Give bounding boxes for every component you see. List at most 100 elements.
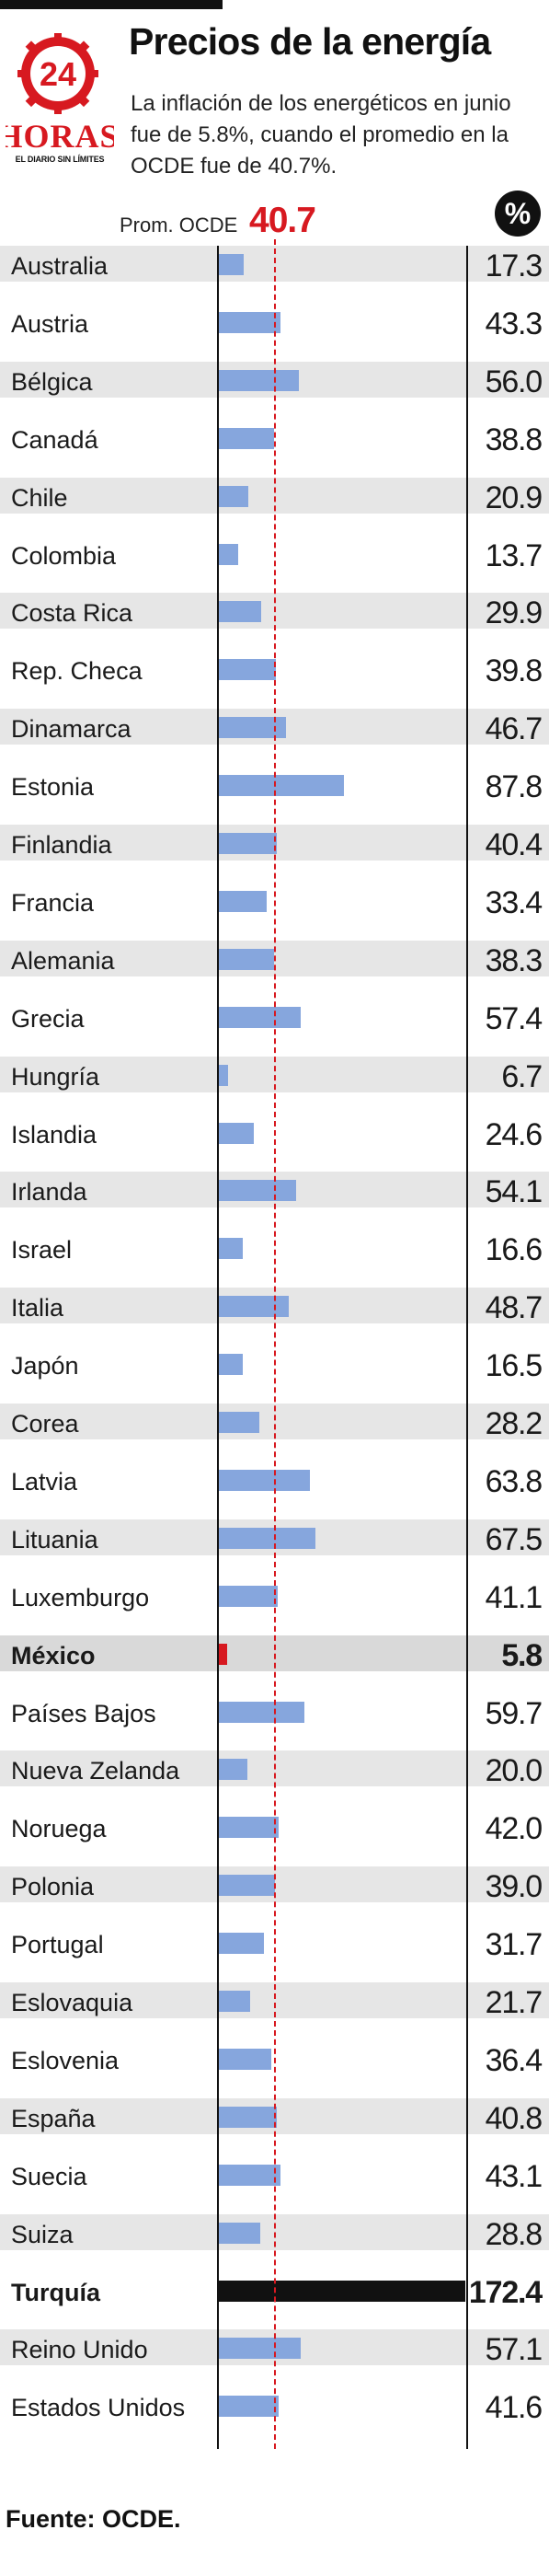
row-country-label: Turquía [11, 2278, 100, 2306]
row-country-label: Polonia [11, 1873, 95, 1901]
table-row: Austria 43.3 [0, 304, 549, 341]
bar-mark [219, 659, 276, 681]
bar-mark [219, 427, 275, 449]
logo-word: HORAS [6, 118, 114, 155]
row-country-label: Países Bajos [11, 1699, 156, 1727]
bar-mark [219, 543, 239, 565]
row-country-label: Hungría [11, 1062, 100, 1091]
row-country-label: Suecia [11, 2162, 87, 2190]
bar-mark [219, 833, 277, 854]
table-row: Grecia 57.4 [0, 999, 549, 1036]
table-row: Eslovenia 36.4 [0, 2040, 549, 2078]
row-value-label: 40.8 [485, 2100, 543, 2136]
table-row: Rep. Checa 39.8 [0, 651, 549, 689]
row-country-label: España [11, 2104, 96, 2132]
row-value-label: 13.7 [485, 537, 543, 573]
row-value-label: 20.0 [485, 1753, 543, 1789]
logo-24-horas: 24 HORAS EL DIARIO SIN LÍMITES [6, 33, 114, 173]
row-value-label: 33.4 [485, 884, 543, 920]
row-country-label: Lituania [11, 1525, 98, 1554]
bar-mark [219, 1469, 311, 1491]
row-country-label: México [11, 1641, 96, 1669]
row-country-label: Grecia [11, 1004, 85, 1033]
bar-mark [219, 1006, 302, 1028]
table-row: Japón 16.5 [0, 1346, 549, 1384]
row-country-label: Reino Unido [11, 2336, 148, 2364]
bar-mark [219, 2396, 279, 2418]
row-country-label: Noruega [11, 1815, 107, 1843]
bar-mark [219, 2048, 271, 2070]
page-subtitle: La inflación de los energéticos en junio… [131, 91, 511, 179]
row-value-label: 17.3 [485, 248, 543, 283]
logo-gear-inner [30, 46, 86, 101]
logo-emblem: 24 HORAS [6, 33, 114, 155]
page-title: Precios de la energía [129, 20, 491, 63]
row-country-label: Corea [11, 1410, 79, 1438]
row-country-label: Italia [11, 1294, 64, 1323]
table-row: Colombia 13.7 [0, 536, 549, 573]
row-country-label: Latvia [11, 1467, 78, 1496]
row-value-label: 16.6 [485, 1232, 543, 1268]
row-value-label: 54.1 [485, 1174, 543, 1210]
bar-mark [219, 1817, 280, 1839]
bar-mark [219, 717, 286, 739]
row-country-label: Eslovaquia [11, 1989, 133, 2016]
bar-mark [219, 890, 267, 912]
row-value-label: 28.2 [485, 1406, 543, 1441]
bar-mark [219, 1759, 248, 1781]
top-rule [0, 0, 223, 9]
average-reference-line [274, 239, 276, 2449]
row-country-label: Colombia [11, 541, 117, 570]
table-row: Luxemburgo 41.1 [0, 1577, 549, 1615]
row-value-label: 48.7 [485, 1290, 543, 1326]
bar-mark [219, 775, 345, 797]
row-country-label: Bélgica [11, 367, 93, 396]
row-country-label: Eslovenia [11, 2046, 120, 2074]
chart-axis-right [466, 246, 468, 2449]
bar-mark [219, 1585, 278, 1607]
bar-mark [219, 2164, 280, 2186]
row-value-label: 41.6 [485, 2390, 543, 2426]
row-value-label: 59.7 [485, 1695, 543, 1731]
bar-mark [219, 1991, 250, 2012]
row-value-label: 29.9 [485, 595, 543, 631]
source-note: Fuente: OCDE. [6, 2505, 181, 2533]
row-value-label: 39.8 [485, 653, 543, 689]
row-value-label: 87.8 [485, 769, 543, 805]
bar-mark [219, 2338, 301, 2360]
row-country-label: Canadá [11, 425, 98, 454]
row-value-label: 16.5 [485, 1348, 543, 1384]
row-value-label: 56.0 [485, 364, 543, 399]
table-row: Turquía 172.4 [0, 2272, 549, 2310]
bar-mark [219, 948, 274, 970]
row-value-label: 31.7 [485, 1927, 543, 1963]
bar-mark [219, 1296, 289, 1318]
row-value-label: 5.8 [501, 1637, 543, 1673]
bar-mark [219, 1527, 315, 1549]
row-country-label: Austria [11, 309, 89, 338]
row-country-label: Chile [11, 483, 68, 512]
row-country-label: Australia [11, 252, 109, 280]
row-value-label: 42.0 [485, 1811, 543, 1847]
table-row: Israel 16.6 [0, 1230, 549, 1268]
table-row: Francia 33.4 [0, 883, 549, 920]
row-value-label: 39.0 [485, 1869, 543, 1905]
row-country-label: Alemania [11, 946, 115, 975]
average-value: 40.7 [249, 201, 316, 240]
bar-mark [219, 1701, 304, 1723]
row-value-label: 36.4 [485, 2042, 543, 2078]
logo-number: 24 [40, 55, 76, 93]
bar-mark [219, 2222, 260, 2244]
logo-tagline: EL DIARIO SIN LÍMITES [15, 155, 105, 164]
bar-mark [219, 1180, 297, 1202]
bar-mark [219, 2280, 465, 2302]
bar-mark [219, 1875, 275, 1897]
row-value-label: 38.3 [485, 942, 543, 978]
average-label: Prom. OCDE [120, 214, 238, 237]
row-value-label: 67.5 [485, 1521, 543, 1557]
row-value-label: 40.4 [485, 827, 543, 862]
table-row: Noruega 42.0 [0, 1808, 549, 1847]
row-country-label: Israel [11, 1236, 73, 1265]
bar-mark [219, 1643, 228, 1665]
row-country-label: Costa Rica [11, 599, 133, 628]
